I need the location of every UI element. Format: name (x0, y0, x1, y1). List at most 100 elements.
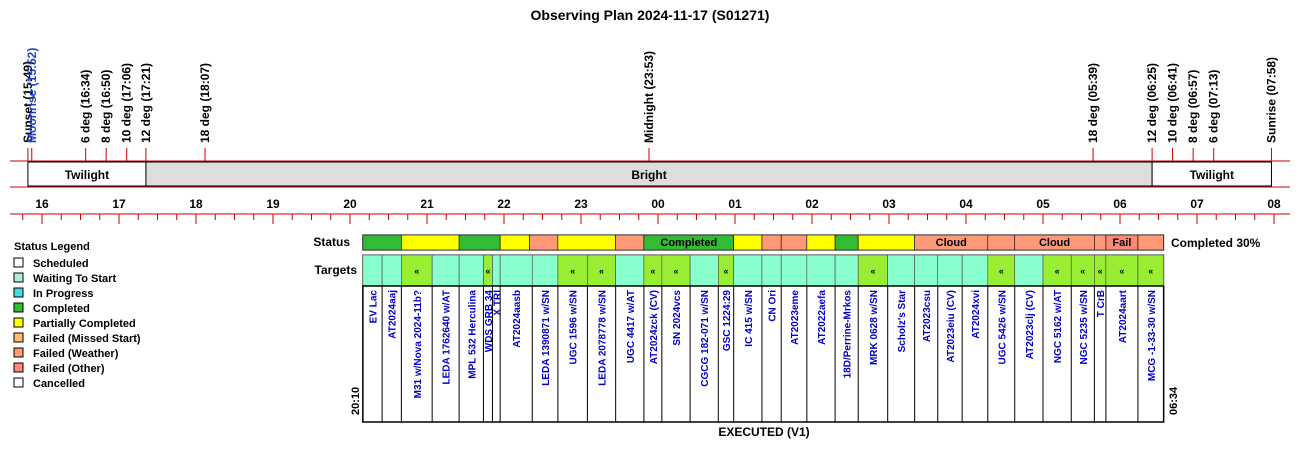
target-hit-mark: « (414, 266, 419, 276)
target-name[interactable]: AT2023clj (CV) (1025, 290, 1036, 359)
target-block[interactable] (1137, 254, 1164, 287)
target-name[interactable]: IC 415 w/SN (744, 290, 755, 347)
target-name[interactable]: NGC 5235 w/SN (1079, 290, 1090, 364)
target-name[interactable]: NGC 5162 w/AT (1053, 290, 1064, 363)
target-block[interactable] (381, 254, 402, 287)
target-name[interactable]: MRK 0628 w/SN (869, 290, 880, 365)
status-segment-label: Cloud (936, 237, 967, 249)
target-block[interactable] (733, 254, 763, 287)
target-name[interactable]: MPL 532 Herculina (467, 290, 478, 379)
target-block[interactable] (661, 254, 691, 287)
target-name[interactable]: MCG -1-33-30 w/SN (1147, 290, 1158, 381)
legend-swatch (13, 377, 24, 388)
legend-swatch (13, 287, 24, 298)
target-name[interactable]: UGC 1596 w/SN (569, 290, 580, 364)
target-block[interactable] (961, 254, 989, 287)
sky-band-label: Bright (631, 168, 666, 182)
target-name[interactable]: SN 2024vcs (672, 290, 683, 346)
target-name[interactable]: AT2024xvi (971, 290, 982, 339)
legend-item-label: Completed (33, 303, 90, 315)
target-hit-mark: « (870, 266, 875, 276)
status-segment (1094, 234, 1107, 251)
target-name[interactable]: AT2023eme (790, 290, 801, 345)
legend-swatch (13, 317, 24, 328)
hour-label: 16 (35, 197, 49, 211)
target-name[interactable]: LEDA 1390871 w/SN (541, 290, 552, 386)
event-label: Midnight (23:53) (642, 51, 656, 143)
target-block[interactable] (531, 254, 559, 287)
target-block[interactable] (362, 254, 383, 287)
status-segment (458, 234, 501, 251)
sky-band (145, 161, 1153, 187)
plan-end-time: 06:34 (1168, 386, 1180, 415)
target-name[interactable]: AT2024aaj (388, 290, 399, 339)
target-block[interactable] (914, 254, 939, 287)
status-segment (499, 234, 530, 251)
status-segment (761, 234, 782, 251)
target-block[interactable] (887, 254, 915, 287)
target-block[interactable] (834, 254, 859, 287)
event-label: Moonrise (15:52) (25, 48, 39, 143)
event-label: 10 deg (17:06) (120, 63, 134, 143)
target-name[interactable]: CN Ori (768, 290, 779, 322)
target-name[interactable]: EV Lac (368, 290, 379, 324)
target-hit-mark: « (673, 266, 678, 276)
target-block[interactable] (1014, 254, 1044, 287)
hour-label: 00 (651, 197, 665, 211)
target-name[interactable]: LEDA 1762640 w/AT (442, 290, 453, 384)
target-block[interactable] (458, 254, 484, 287)
target-block[interactable] (401, 254, 433, 287)
legend-swatch (13, 302, 24, 313)
target-block[interactable] (780, 254, 808, 287)
target-name[interactable]: 18D/Perrine-Mrkos (843, 290, 854, 379)
status-segment (987, 234, 1016, 251)
legend-swatch (13, 332, 24, 343)
sky-band-label: Twilight (1190, 168, 1234, 182)
event-label: 8 deg (06:57) (1186, 70, 1200, 143)
target-block[interactable] (587, 254, 616, 287)
target-block[interactable] (492, 254, 501, 287)
status-segment (733, 234, 763, 251)
target-block[interactable] (431, 254, 460, 287)
hour-label: 07 (1190, 197, 1204, 211)
target-name[interactable]: GSC 1224:29 (722, 290, 733, 352)
target-name[interactable]: X TRI (492, 290, 503, 316)
twilight-events: Sunset (15:49)Moonrise (15:52) 6 deg (16:… (21, 48, 1278, 161)
target-name[interactable]: UGC 4417 w/AT (626, 290, 637, 363)
target-name[interactable]: T CrB (1096, 290, 1107, 317)
legend-title: Status Legend (14, 241, 90, 253)
target-block[interactable] (689, 254, 719, 287)
target-block[interactable] (761, 254, 782, 287)
target-block[interactable] (499, 254, 533, 287)
sky-band (1151, 161, 1272, 187)
hour-label: 02 (805, 197, 819, 211)
plan-start-time: 20:10 (350, 387, 362, 415)
target-block[interactable] (615, 254, 645, 287)
target-name[interactable]: CGCG 182-071 w/SN (700, 290, 711, 387)
target-name[interactable]: AT2024aart (1118, 289, 1129, 343)
target-name[interactable]: Scholz's Star (897, 290, 908, 353)
target-name[interactable]: AT2024aasb (512, 290, 523, 348)
target-name[interactable]: AT2022aefa (817, 290, 828, 345)
target-name[interactable]: LEDA 2078778 w/SN (598, 290, 609, 386)
target-block[interactable] (937, 254, 963, 287)
event-label: 6 deg (07:13) (1207, 70, 1221, 143)
target-name[interactable]: UGC 5426 w/SN (997, 290, 1008, 364)
target-block[interactable] (806, 254, 836, 287)
target-name[interactable]: M31 w/Nova 2024-11b? (413, 290, 424, 398)
sky-band (27, 161, 147, 187)
target-hit-mark: « (1098, 266, 1103, 276)
event-label: 8 deg (16:50) (99, 70, 113, 143)
status-segment (857, 234, 915, 251)
plan-footer: EXECUTED (V1) (718, 425, 809, 439)
completion-percent: Completed 30% (1171, 236, 1261, 250)
event-label: 10 deg (06:41) (1166, 63, 1180, 143)
target-name[interactable]: AT2023eiu (CV) (946, 290, 957, 363)
target-name[interactable]: WDS GRB 34 (484, 290, 495, 353)
status-segment (1137, 234, 1164, 251)
legend-item-label: Waiting To Start (33, 273, 116, 285)
target-name[interactable]: AT2024zck (CV) (649, 290, 660, 364)
target-name[interactable]: AT2023csu (922, 290, 933, 342)
target-hit-mark: « (723, 266, 728, 276)
hour-label: 06 (1113, 197, 1127, 211)
